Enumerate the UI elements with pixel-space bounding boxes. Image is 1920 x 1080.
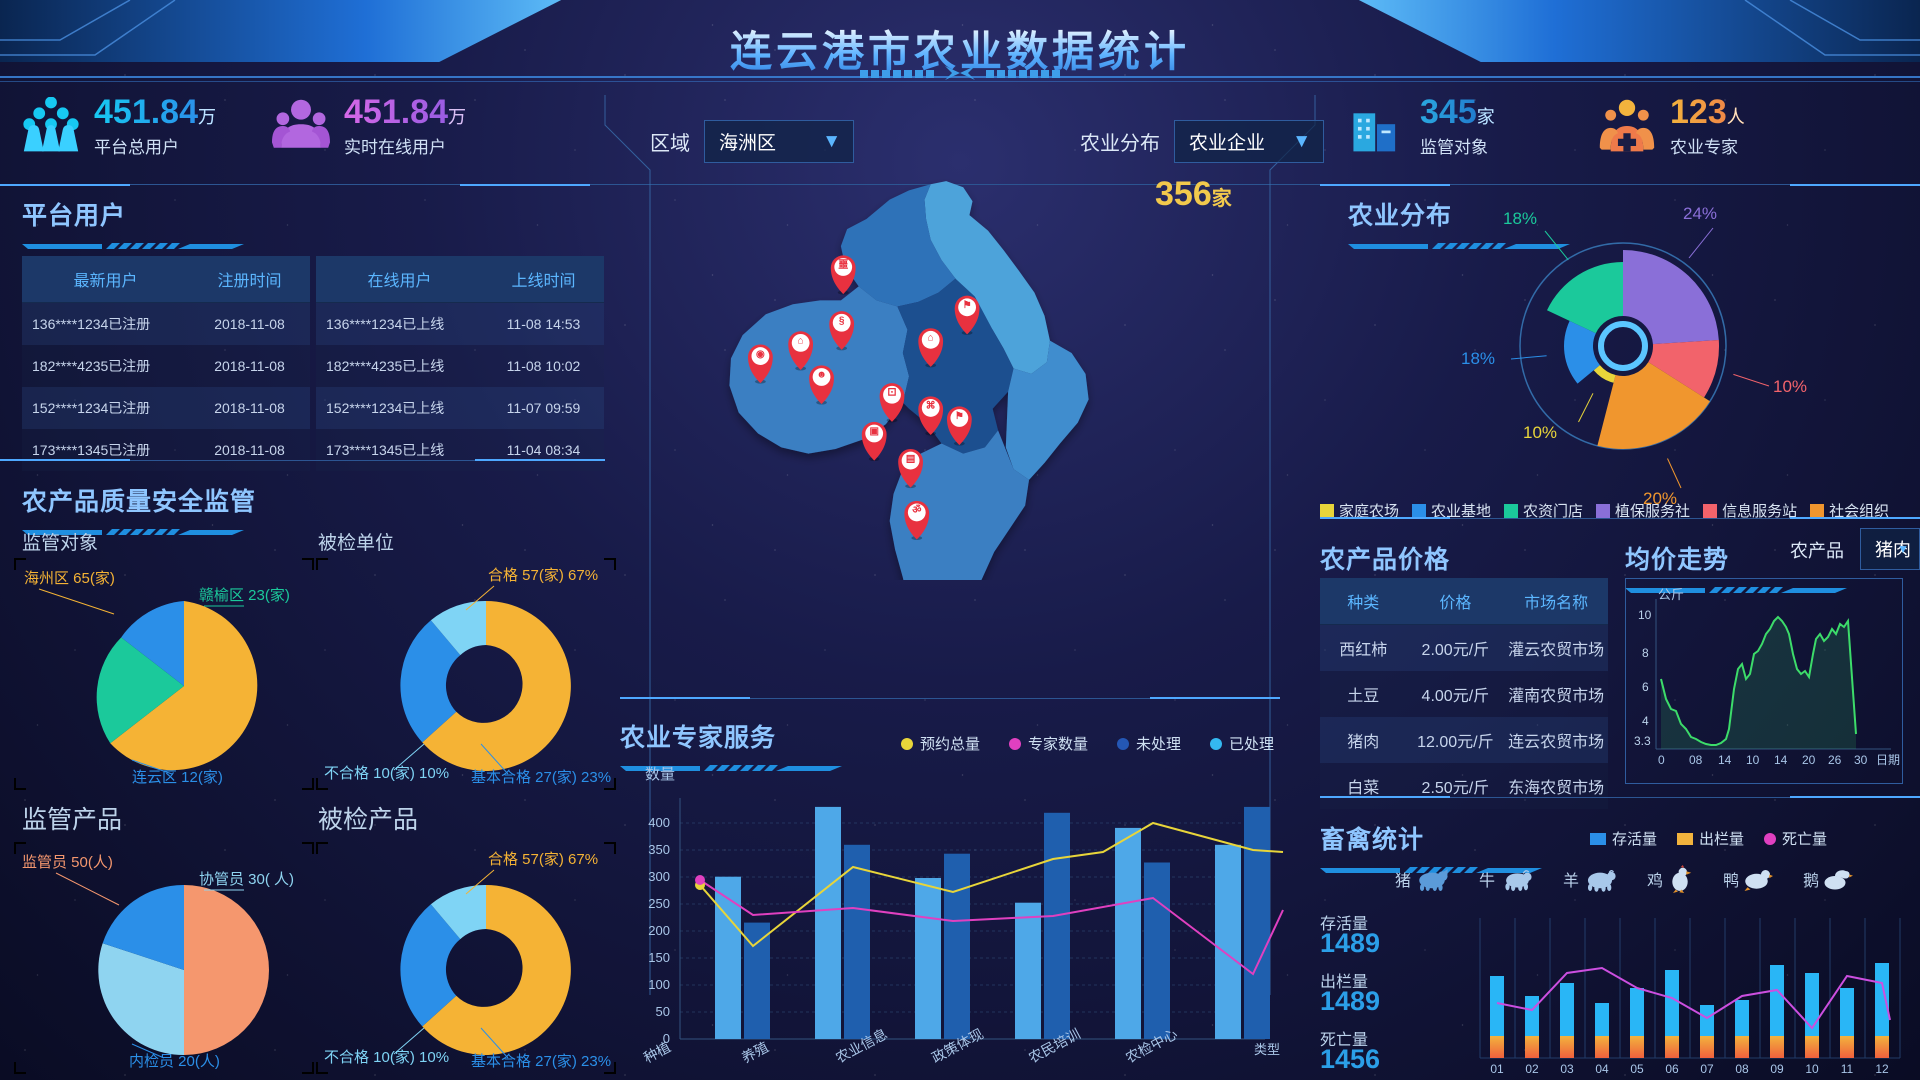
- svg-text:不合格 10(家) 10%: 不合格 10(家) 10%: [324, 765, 449, 782]
- svg-text:09: 09: [1770, 1062, 1784, 1076]
- svg-text:10: 10: [1805, 1062, 1819, 1076]
- svg-text:4: 4: [1642, 714, 1649, 728]
- svg-text:14: 14: [1774, 753, 1788, 767]
- svg-text:▤: ▤: [906, 453, 916, 464]
- svg-text:10%: 10%: [1523, 423, 1557, 442]
- svg-text:基本合格 27(家) 23%: 基本合格 27(家) 23%: [471, 1053, 611, 1070]
- svg-text:10: 10: [1746, 753, 1760, 767]
- svg-text:400: 400: [648, 815, 670, 830]
- svg-text:18%: 18%: [1461, 349, 1495, 368]
- svg-text:8: 8: [1642, 646, 1649, 660]
- svg-text:⌂: ⌂: [798, 336, 804, 347]
- svg-text:合格 57(家) 67%: 合格 57(家) 67%: [488, 851, 598, 868]
- svg-text:200: 200: [648, 923, 670, 938]
- svg-text:30: 30: [1854, 753, 1868, 767]
- svg-text:噩: 噩: [838, 259, 848, 271]
- svg-text:10%: 10%: [1773, 377, 1807, 396]
- svg-text:基本合格 27(家) 23%: 基本合格 27(家) 23%: [471, 769, 611, 786]
- svg-text:公斤: 公斤: [1658, 587, 1684, 602]
- svg-text:04: 04: [1595, 1062, 1609, 1076]
- svg-text:内检员 20(人): 内检员 20(人): [129, 1053, 220, 1070]
- svg-text:⚀: ⚀: [888, 388, 897, 399]
- svg-text:海州区 65(家): 海州区 65(家): [24, 570, 115, 587]
- svg-text:05: 05: [1630, 1062, 1644, 1076]
- svg-text:01: 01: [1490, 1062, 1504, 1076]
- svg-text:3.3: 3.3: [1634, 734, 1651, 748]
- svg-text:300: 300: [648, 869, 670, 884]
- svg-text:▣: ▣: [869, 426, 879, 437]
- svg-text:03: 03: [1560, 1062, 1574, 1076]
- svg-text:100: 100: [648, 977, 670, 992]
- svg-text:类型: 类型: [1254, 1042, 1280, 1057]
- svg-text:⌘: ⌘: [926, 401, 936, 412]
- svg-text:监管员 50(人): 监管员 50(人): [22, 854, 113, 871]
- svg-text:08: 08: [1689, 753, 1703, 767]
- svg-text:350: 350: [648, 842, 670, 857]
- svg-text:⚑: ⚑: [955, 411, 964, 422]
- svg-text:14: 14: [1718, 753, 1732, 767]
- svg-text:18%: 18%: [1503, 209, 1537, 228]
- svg-text:20: 20: [1802, 753, 1816, 767]
- svg-text:日期: 日期: [1876, 753, 1900, 767]
- svg-text:合格 57(家) 67%: 合格 57(家) 67%: [488, 567, 598, 584]
- svg-text:12: 12: [1875, 1062, 1889, 1076]
- svg-text:不合格 10(家) 10%: 不合格 10(家) 10%: [324, 1049, 449, 1066]
- svg-text:50: 50: [656, 1004, 670, 1019]
- svg-text:07: 07: [1700, 1062, 1714, 1076]
- svg-text:§: §: [839, 316, 845, 327]
- svg-text:26: 26: [1828, 753, 1842, 767]
- svg-text:ॐ: ॐ: [912, 504, 921, 516]
- svg-text:08: 08: [1735, 1062, 1749, 1076]
- svg-text:赣榆区 23(家): 赣榆区 23(家): [199, 587, 290, 604]
- svg-text:250: 250: [648, 896, 670, 911]
- svg-text:0: 0: [1658, 753, 1665, 767]
- svg-text:11: 11: [1841, 1062, 1854, 1076]
- svg-text:◉: ◉: [756, 349, 765, 360]
- svg-text:150: 150: [648, 950, 670, 965]
- svg-text:06: 06: [1665, 1062, 1679, 1076]
- svg-text:⚑: ⚑: [963, 300, 972, 311]
- svg-text:连云区 12(家): 连云区 12(家): [132, 769, 223, 786]
- svg-text:24%: 24%: [1683, 204, 1717, 223]
- svg-text:协管员 30( 人): 协管员 30( 人): [199, 871, 294, 888]
- svg-text:10: 10: [1638, 608, 1652, 622]
- svg-text:⌂: ⌂: [928, 333, 934, 344]
- svg-text:02: 02: [1525, 1062, 1539, 1076]
- svg-text:6: 6: [1642, 680, 1649, 694]
- svg-text:☻: ☻: [816, 370, 827, 381]
